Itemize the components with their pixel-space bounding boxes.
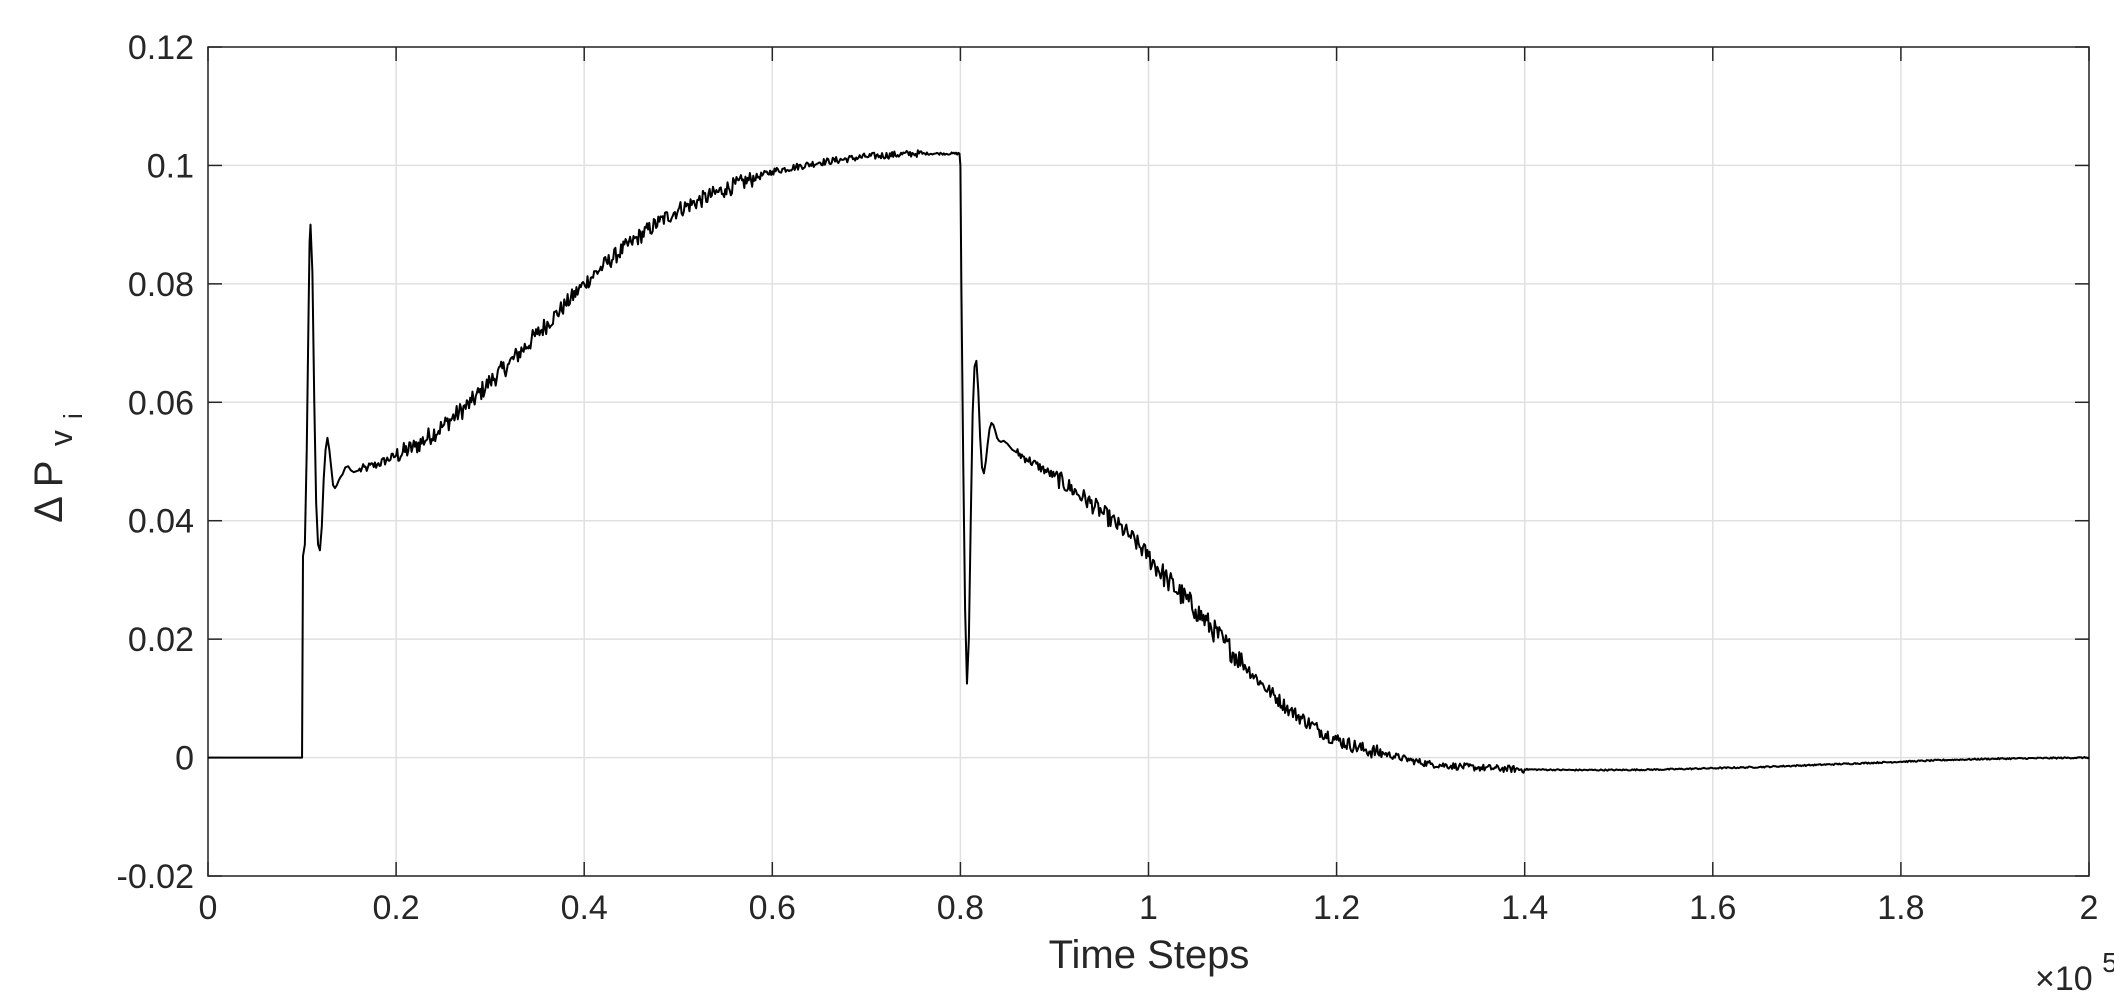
- y-axis-label-subsub: i: [58, 413, 88, 419]
- x-tick-label: 1.2: [1313, 889, 1360, 927]
- y-tick-label: 0.08: [128, 266, 194, 304]
- y-tick-labels: -0.02 0 0.02 0.04 0.06 0.08 0.1 0.12: [117, 29, 195, 896]
- grid: [207, 46, 2090, 877]
- x-tick-label: 0.8: [937, 889, 984, 927]
- svg-text:Δ P v i: Δ P v i: [27, 413, 88, 523]
- x-tick-labels: 0 0.2 0.4 0.6 0.8 1 1.2 1.4 1.6 1.8 2: [199, 889, 2099, 927]
- x-multiplier-exponent: 5: [2102, 947, 2114, 978]
- x-tick-label: 0.2: [372, 889, 419, 927]
- y-axis-label: Δ P v i: [27, 413, 88, 523]
- y-tick-label: 0.12: [128, 29, 194, 67]
- y-tick-label: 0.06: [128, 384, 194, 422]
- x-axis-label: Time Steps: [1049, 933, 1250, 977]
- x-tick-label: 2: [2080, 889, 2099, 927]
- y-tick-label: 0.04: [128, 503, 194, 541]
- x-tick-label: 1.6: [1689, 889, 1736, 927]
- series-line: [208, 149, 2090, 774]
- x-tick-label: 0.6: [749, 889, 796, 927]
- y-tick-label: 0: [175, 740, 194, 778]
- x-multiplier-base: ×10: [2035, 960, 2093, 998]
- x-axis-multiplier: ×10 5: [2035, 947, 2114, 998]
- x-tick-label: 0.4: [561, 889, 608, 927]
- y-tick-label: -0.02: [117, 858, 195, 896]
- y-tick-label: 0.02: [128, 621, 194, 659]
- y-axis-label-sub: v: [43, 430, 79, 446]
- y-tick-label: 0.1: [147, 147, 194, 185]
- x-tick-label: 1: [1139, 889, 1158, 927]
- y-axis-label-main: Δ P: [27, 461, 71, 523]
- x-tick-label: 1.4: [1501, 889, 1548, 927]
- x-tick-label: 0: [199, 889, 218, 927]
- x-tick-label: 1.8: [1877, 889, 1924, 927]
